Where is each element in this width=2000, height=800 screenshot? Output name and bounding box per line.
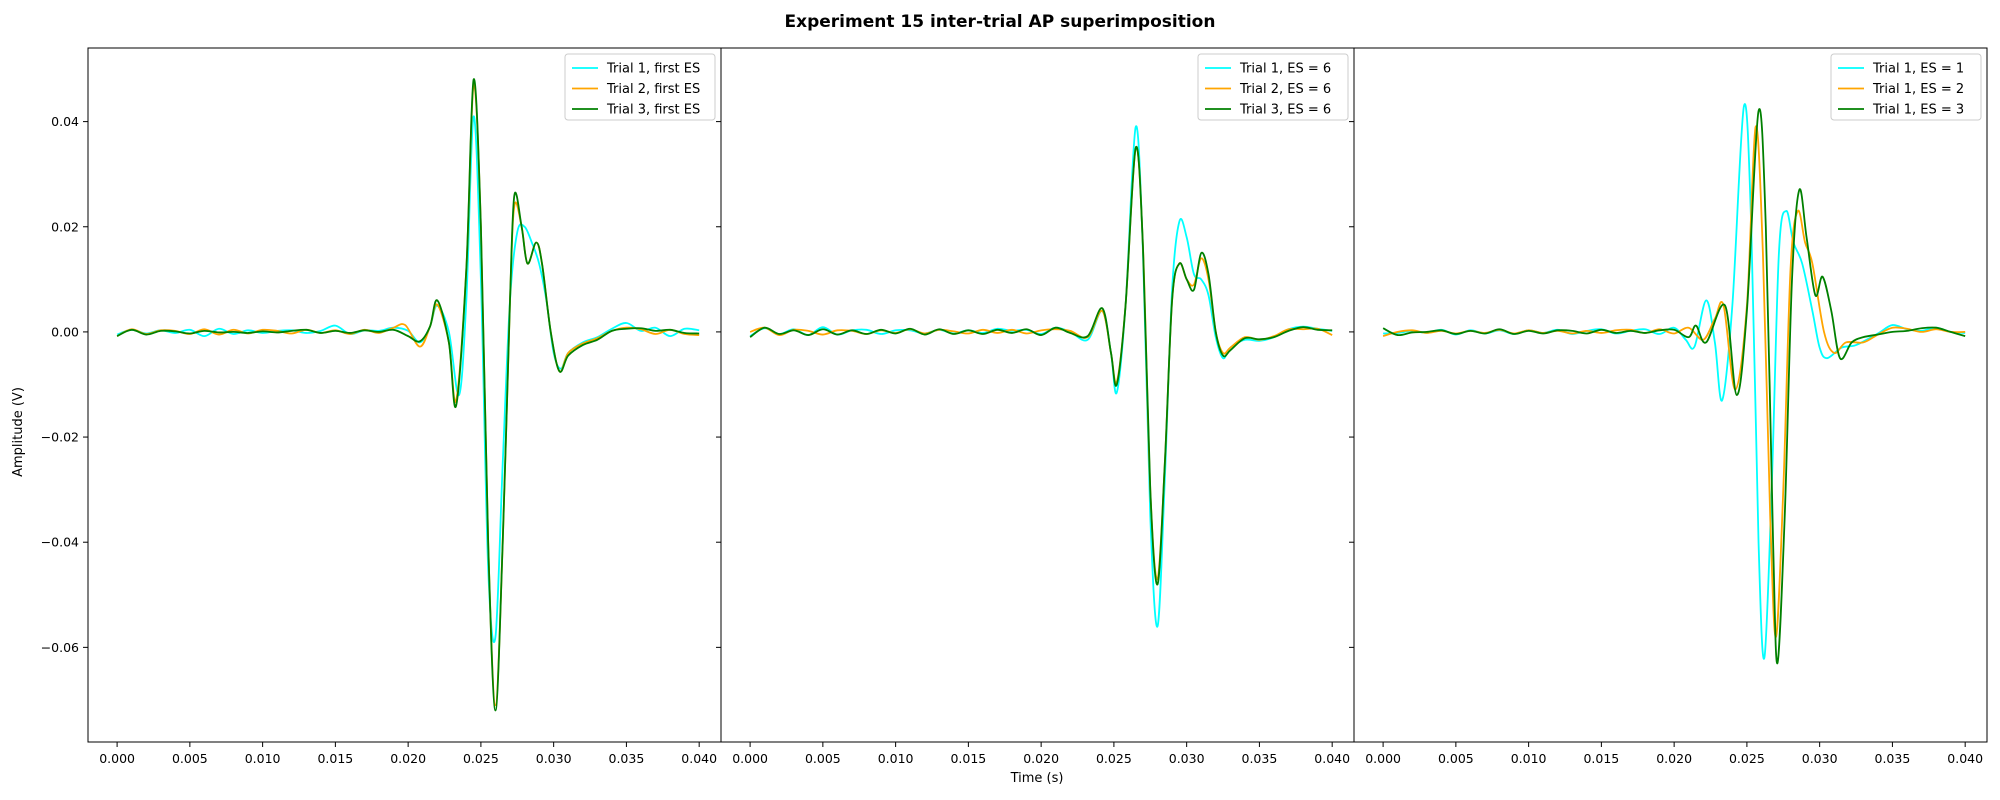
legend: Trial 1, ES = 1 Trial 1, ES = 2 Trial 1, E… [1830,53,1982,121]
x-tick-label: 0.015 [317,751,353,766]
x-tick-label: 0.040 [1947,751,1983,766]
y-tick-label: −0.02 [41,430,79,445]
x-tick-label: 0.025 [1729,751,1765,766]
x-tick-label: 0.000 [1365,751,1401,766]
series-line-3 [1382,108,1966,665]
x-tick-label: 0.010 [1511,751,1547,766]
legend-label: Trial 1, ES = 3 [1872,103,1964,118]
x-tick-label: 0.005 [805,751,841,766]
x-tick-label: 0.030 [1169,751,1205,766]
series-line-1 [1383,103,1966,660]
x-axis-label: Time (s) [1010,771,1064,786]
legend: Trial 1, first ES Trial 2, first ES Trial … [564,53,716,121]
legend-box [1830,53,1982,121]
y-tick-label: 0.02 [51,219,79,234]
x-tick-label: 0.025 [1096,751,1132,766]
subplot-3: 0.000 0.005 0.010 0.015 0.020 0.025 0.030 0.035… [1349,47,1988,766]
legend-label: Trial 1, ES = 6 [1239,62,1331,77]
legend-label: Trial 2, ES = 6 [1239,82,1331,97]
plot-frame [1353,47,1988,743]
series-line-1 [116,115,700,644]
series-line-2 [1382,125,1966,638]
x-tick-label: 0.025 [463,751,499,766]
y-axis-label: Amplitude (V) [11,387,26,477]
subplot-2: 0.000 0.005 0.010 0.015 0.020 0.025 0.030 0.035… [716,47,1355,766]
legend-box [564,53,716,121]
x-tick-label: 0.000 [732,751,768,766]
x-tick-label: 0.030 [1802,751,1838,766]
legend: Trial 1, ES = 6 Trial 2, ES = 6 Trial 3, E… [1197,53,1349,121]
x-tick-label: 0.015 [1583,751,1619,766]
legend-label: Trial 3, first ES [606,103,700,118]
x-tick-label: 0.000 [99,751,135,766]
legend-label: Trial 3, ES = 6 [1239,103,1331,118]
y-tick-label: −0.04 [41,535,79,550]
subplot-1: 0.000 0.005 0.010 0.015 0.020 0.025 0.030 0.035… [41,47,722,766]
x-tick-label: 0.040 [681,751,717,766]
legend-label: Trial 1, first ES [606,62,700,77]
x-tick-label: 0.035 [1875,751,1911,766]
plot-frame [720,47,1355,743]
series-line-3 [749,145,1333,586]
y-tick-label: −0.06 [41,640,79,655]
legend-label: Trial 1, ES = 2 [1872,82,1964,97]
series-line-2 [116,83,700,707]
x-tick-label: 0.020 [1023,751,1059,766]
legend-label: Trial 2, first ES [606,82,700,97]
x-tick-label: 0.020 [1656,751,1692,766]
x-tick-label: 0.040 [1314,751,1350,766]
series-line-1 [749,125,1333,628]
x-tick-label: 0.035 [609,751,645,766]
series-line-3 [116,78,700,712]
y-tick-label: 0.04 [51,114,79,129]
x-tick-label: 0.005 [1438,751,1474,766]
y-tick-label: 0.00 [51,324,79,339]
legend-label: Trial 1, ES = 1 [1872,62,1964,77]
x-tick-label: 0.035 [1242,751,1278,766]
x-tick-label: 0.010 [878,751,914,766]
plot-frame [87,47,722,743]
x-tick-label: 0.030 [536,751,572,766]
x-tick-label: 0.010 [245,751,281,766]
x-tick-label: 0.020 [390,751,426,766]
x-tick-label: 0.015 [950,751,986,766]
legend-box [1197,53,1349,121]
series-line-2 [749,145,1333,580]
x-tick-label: 0.005 [172,751,208,766]
figure-title: Experiment 15 inter-trial AP superimposi… [784,12,1216,32]
